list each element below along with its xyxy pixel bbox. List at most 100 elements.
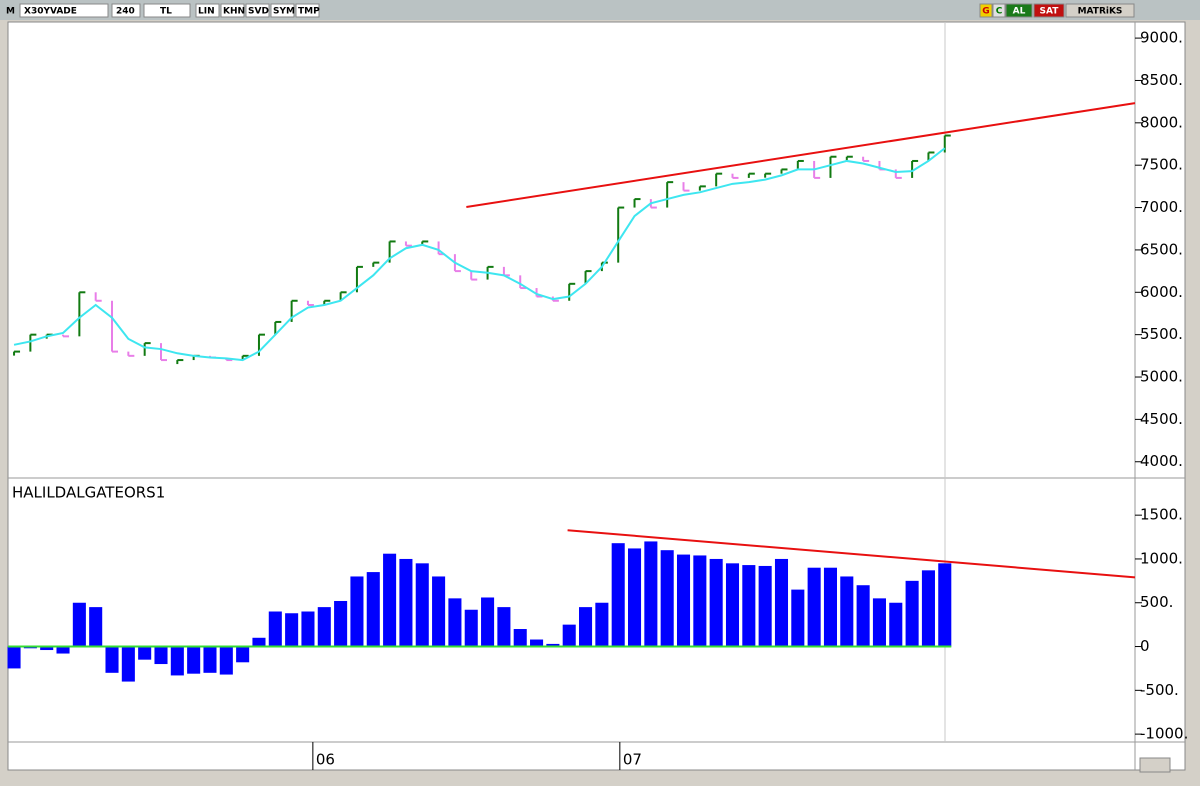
bar	[546, 643, 560, 647]
toolbar-button[interactable]	[195, 3, 220, 18]
bar	[121, 646, 135, 682]
bar	[921, 570, 935, 647]
currency: TL	[160, 7, 172, 17]
y-tick-label: 1000.	[1140, 549, 1183, 567]
bar	[709, 558, 723, 647]
y-tick-label: 0	[1140, 637, 1150, 655]
bar	[758, 565, 772, 647]
y-tick-label: 500.	[1140, 593, 1173, 611]
bar	[938, 563, 952, 647]
menu[interactable]: M	[6, 7, 15, 17]
bar	[40, 646, 54, 651]
bar	[105, 646, 119, 673]
bar	[170, 646, 184, 676]
y-tick-label: 6000.	[1140, 283, 1183, 301]
nav-buttons[interactable]	[1139, 757, 1171, 773]
bar	[138, 646, 152, 660]
symbol-box[interactable]	[19, 3, 109, 18]
bar	[187, 646, 201, 674]
bar	[236, 646, 250, 663]
moving-average	[13, 147, 946, 362]
bar	[154, 646, 168, 665]
bar	[448, 598, 462, 647]
y-tick-label: -1000.	[1140, 725, 1188, 743]
bar	[562, 624, 576, 647]
bar	[774, 558, 789, 647]
bar	[742, 565, 756, 647]
bar	[72, 602, 86, 647]
bar	[383, 553, 397, 647]
toolbar-button[interactable]	[270, 3, 295, 18]
y-tick-label: 1500.	[1140, 506, 1183, 524]
bar	[464, 609, 478, 647]
bar	[399, 558, 413, 647]
bar	[219, 646, 233, 675]
toolbar-button[interactable]	[1033, 3, 1065, 18]
toolbar-button[interactable]	[1065, 3, 1135, 18]
toolbar-button[interactable]	[979, 3, 993, 18]
y-tick-label: 4500.	[1140, 410, 1183, 428]
bar	[285, 613, 299, 647]
toolbar-button[interactable]	[245, 3, 270, 18]
toolbar-button-label: SVD	[248, 7, 269, 17]
bar	[840, 576, 854, 647]
y-tick-label: 5500.	[1140, 325, 1183, 343]
y-tick-label: 9000.	[1140, 29, 1183, 47]
bar	[513, 629, 527, 647]
bar	[676, 554, 691, 647]
toolbar-button[interactable]	[220, 3, 245, 18]
bar	[7, 646, 21, 669]
bar	[595, 602, 609, 647]
toolbar-button-label: C	[996, 7, 1003, 17]
bar	[415, 563, 429, 647]
plot-area	[7, 21, 1186, 771]
bar	[889, 602, 903, 647]
bar	[252, 637, 266, 647]
y-tick-label: 4000.	[1140, 452, 1183, 470]
bar	[432, 576, 446, 647]
y-tick-label: 8500.	[1140, 71, 1183, 89]
bar	[807, 567, 821, 647]
toolbar-button-label: KHN	[223, 7, 245, 17]
bar	[366, 572, 380, 647]
toolbar-button[interactable]	[295, 3, 320, 18]
bar	[203, 646, 217, 673]
bar	[627, 548, 642, 647]
bar	[89, 607, 103, 647]
y-tick-label: 5000.	[1140, 368, 1183, 386]
bar	[301, 611, 315, 647]
bar	[693, 555, 707, 647]
bar	[497, 607, 511, 647]
bar	[579, 607, 593, 647]
period: 240	[116, 7, 135, 17]
currency-box[interactable]	[143, 3, 191, 18]
bar	[791, 589, 805, 647]
bar	[725, 563, 740, 647]
y-tick-label: 7500.	[1140, 156, 1183, 174]
period-box[interactable]	[111, 3, 141, 18]
bar	[530, 639, 544, 647]
bar	[644, 541, 658, 647]
bar	[905, 580, 919, 647]
bar	[56, 646, 70, 654]
toolbar-button-label: LIN	[198, 7, 215, 17]
bar	[334, 600, 348, 647]
y-tick-label: 8000.	[1140, 113, 1183, 131]
symbol: X30YVADE	[24, 7, 77, 17]
bar	[872, 598, 886, 647]
toolbar-button[interactable]	[1005, 3, 1033, 18]
toolbar-button[interactable]	[992, 3, 1006, 18]
y-tick-label: -500.	[1140, 681, 1179, 699]
toolbar-button-label: G	[982, 7, 989, 17]
x-tick-label: 06	[316, 751, 335, 769]
y-tick-label: 7000.	[1140, 198, 1183, 216]
indicator-title: HALILDALGATEORS1	[12, 484, 165, 502]
x-tick-label: 07	[623, 751, 642, 769]
toolbar-button-label: SYM	[273, 7, 295, 17]
bar	[350, 576, 364, 647]
trend-line	[466, 102, 1136, 208]
bar	[660, 550, 674, 647]
y-tick-label: 6500.	[1140, 240, 1183, 258]
